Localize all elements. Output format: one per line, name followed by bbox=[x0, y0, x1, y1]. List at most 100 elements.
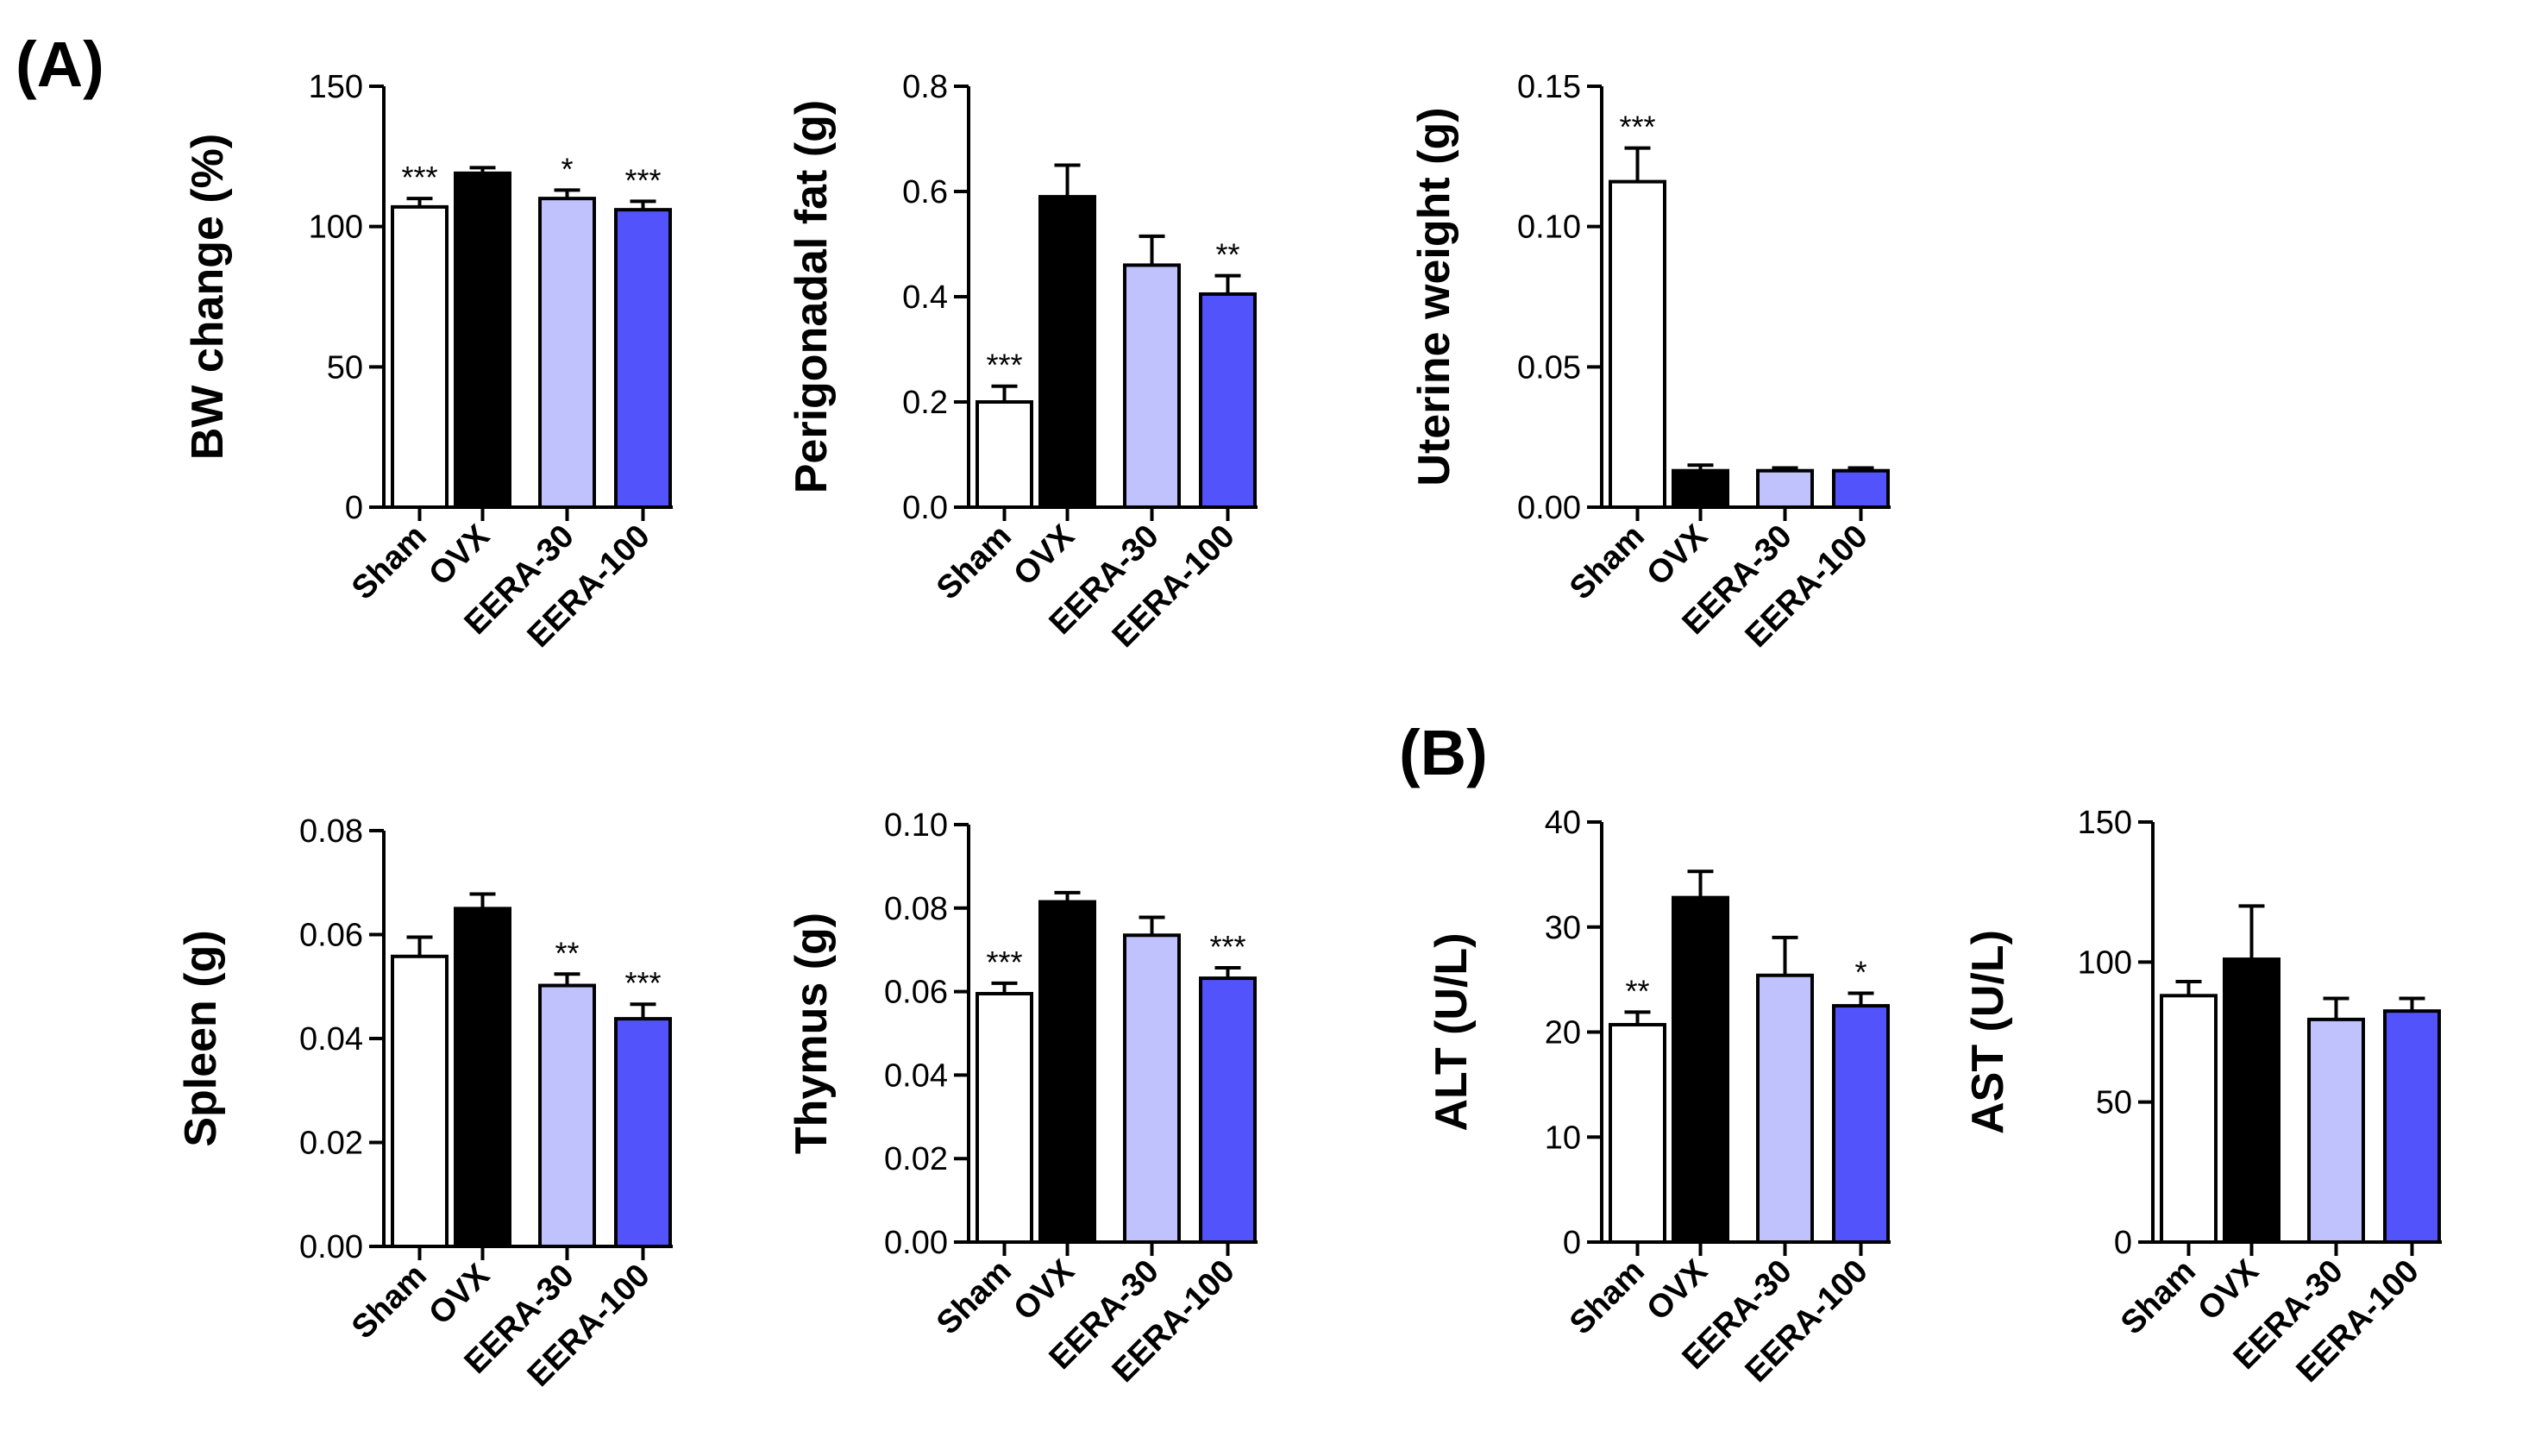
x-tick-label-sham: Sham bbox=[1563, 1253, 1652, 1342]
panel-label-a: (A) bbox=[16, 28, 104, 100]
bar-eera-100 bbox=[1199, 976, 1257, 1245]
bar-eera-100 bbox=[614, 208, 672, 509]
y-tick-label: 150 bbox=[309, 69, 363, 105]
y-tick-label: 0.00 bbox=[299, 1229, 363, 1265]
y-tick-label: 10 bbox=[1545, 1120, 1581, 1156]
significance-eera-100: *** bbox=[1209, 929, 1245, 964]
y-tick-label: 0.04 bbox=[299, 1021, 363, 1057]
y-tick-label: 0.06 bbox=[299, 918, 363, 954]
y-tick-label: 0.08 bbox=[884, 891, 948, 927]
y-tick-label: 20 bbox=[1545, 1015, 1581, 1051]
x-tick-label-ovx: OVX bbox=[1007, 518, 1082, 593]
y-tick-label: 0 bbox=[345, 490, 363, 526]
y-tick-label: 0.05 bbox=[1517, 349, 1581, 386]
bar-ovx bbox=[1672, 468, 1729, 509]
significance-eera-30: * bbox=[561, 151, 573, 186]
bar-eera-100 bbox=[1832, 1004, 1890, 1244]
y-tick-label: 100 bbox=[2078, 945, 2132, 981]
x-tick-label-sham: Sham bbox=[345, 518, 434, 607]
bar-eera-30 bbox=[1123, 263, 1181, 509]
y-tick-label: 0.10 bbox=[884, 807, 948, 844]
bar-eera-100 bbox=[1832, 468, 1890, 509]
y-tick-label: 40 bbox=[1545, 805, 1581, 841]
y-axis-label: Thymus (g) bbox=[787, 913, 837, 1154]
y-tick-label: 0.00 bbox=[1517, 490, 1581, 526]
y-tick-label: 0.08 bbox=[299, 813, 363, 850]
bar-sham bbox=[976, 992, 1033, 1245]
y-axis-label: ALT (U/L) bbox=[1427, 932, 1477, 1131]
y-tick-label: 0.04 bbox=[884, 1057, 948, 1094]
bar-eera-30 bbox=[1123, 933, 1181, 1244]
x-tick-label-sham: Sham bbox=[930, 1253, 1019, 1342]
bar-sham bbox=[391, 204, 449, 509]
x-tick-label-ovx: OVX bbox=[422, 518, 497, 593]
x-tick-label-ovx: OVX bbox=[2191, 1252, 2266, 1327]
bar-sham bbox=[391, 954, 449, 1249]
y-tick-label: 100 bbox=[309, 210, 363, 246]
bar-ovx bbox=[454, 907, 511, 1248]
bar-eera-100 bbox=[2383, 1009, 2441, 1245]
significance-sham: *** bbox=[1619, 110, 1655, 145]
y-tick-label: 30 bbox=[1545, 910, 1581, 946]
x-tick-label-ovx: OVX bbox=[422, 1257, 497, 1332]
y-tick-label: 0.02 bbox=[299, 1126, 363, 1162]
y-tick-label: 50 bbox=[2096, 1085, 2132, 1121]
significance-eera-30: ** bbox=[555, 935, 579, 970]
significance-sham: ** bbox=[1625, 973, 1649, 1008]
bar-ovx bbox=[454, 171, 511, 509]
y-tick-label: 0.0 bbox=[902, 490, 948, 526]
y-tick-label: 0.10 bbox=[1517, 210, 1581, 246]
bar-sham bbox=[1609, 179, 1666, 509]
bar-ovx bbox=[1038, 900, 1096, 1245]
x-tick-label-ovx: OVX bbox=[1640, 518, 1715, 593]
y-tick-label: 0.02 bbox=[884, 1141, 948, 1177]
chart-thymus: 0.00 0.02 0.04 0.06 0.08 0.10 Thymus (g) Sham **… bbox=[787, 807, 1258, 1390]
y-tick-label: 50 bbox=[327, 349, 363, 386]
bar-eera-30 bbox=[1756, 468, 1814, 509]
y-tick-label: 0.06 bbox=[884, 975, 948, 1011]
panel-label-b: (B) bbox=[1399, 717, 1488, 788]
significance-eera-100: *** bbox=[624, 965, 661, 1001]
y-tick-label: 0.15 bbox=[1517, 69, 1581, 105]
y-tick-label: 0.4 bbox=[902, 279, 948, 316]
x-tick-label-sham: Sham bbox=[2114, 1253, 2203, 1342]
x-tick-label-sham: Sham bbox=[1563, 518, 1652, 607]
chart-uterine-weight: 0.00 0.05 0.10 0.15 Uterine weight (g) Sham **… bbox=[1409, 69, 1891, 655]
chart-perigonadal-fat: 0.0 0.2 0.4 0.6 0.8 Perigonadal fat (g) Sham **… bbox=[787, 69, 1258, 655]
significance-sham: *** bbox=[986, 348, 1022, 383]
significance-eera-100: ** bbox=[1215, 237, 1239, 273]
y-axis-label: Spleen (g) bbox=[176, 930, 226, 1146]
bar-ovx bbox=[1038, 195, 1096, 509]
bar-eera-30 bbox=[538, 983, 596, 1249]
significance-eera-100: * bbox=[1854, 954, 1866, 989]
y-tick-label: 150 bbox=[2078, 805, 2132, 841]
y-tick-label: 0 bbox=[1563, 1225, 1581, 1261]
y-axis-label: Perigonadal fat (g) bbox=[787, 100, 837, 493]
y-axis-label: Uterine weight (g) bbox=[1409, 107, 1459, 486]
y-tick-label: 0.00 bbox=[884, 1225, 948, 1261]
bar-sham bbox=[2160, 994, 2218, 1244]
bar-sham bbox=[1609, 1022, 1666, 1245]
x-tick-label-sham: Sham bbox=[930, 518, 1019, 607]
bar-eera-30 bbox=[538, 197, 596, 509]
y-tick-label: 0.6 bbox=[902, 174, 948, 210]
significance-sham: *** bbox=[986, 945, 1022, 980]
significance-eera-100: *** bbox=[624, 162, 661, 198]
bar-eera-100 bbox=[614, 1017, 672, 1248]
bar-sham bbox=[976, 400, 1033, 509]
bar-eera-100 bbox=[1199, 292, 1257, 510]
x-tick-label-sham: Sham bbox=[345, 1258, 434, 1346]
bar-ovx bbox=[1672, 895, 1729, 1245]
bar-eera-30 bbox=[1756, 973, 1814, 1244]
x-tick-label-ovx: OVX bbox=[1640, 1252, 1715, 1327]
y-tick-label: 0.2 bbox=[902, 385, 948, 421]
y-axis-label: BW change (%) bbox=[183, 134, 233, 460]
bar-ovx bbox=[2223, 957, 2280, 1244]
x-tick-label-ovx: OVX bbox=[1007, 1252, 1082, 1327]
y-axis-label: AST (U/L) bbox=[1963, 930, 2013, 1134]
bar-eera-30 bbox=[2307, 1017, 2365, 1244]
